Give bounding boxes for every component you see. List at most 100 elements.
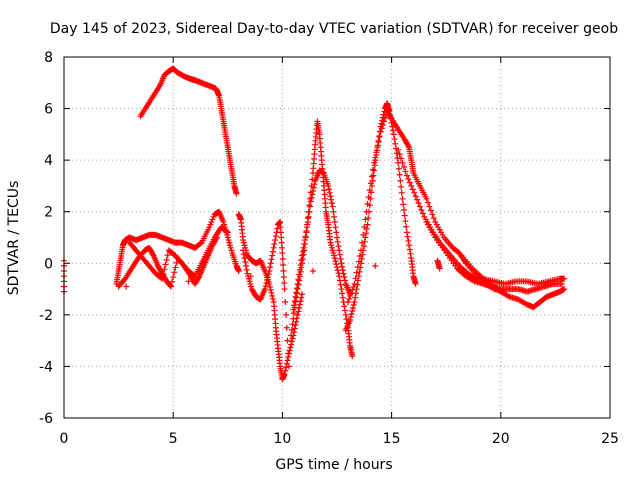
data-point xyxy=(363,208,370,215)
data-point xyxy=(290,315,297,322)
data-point xyxy=(339,290,346,297)
data-point xyxy=(344,298,351,305)
data-point xyxy=(364,221,371,228)
data-point xyxy=(297,298,304,305)
data-point xyxy=(281,371,288,378)
data-point xyxy=(396,151,403,158)
x-tick-label: 20 xyxy=(492,431,510,447)
y-tick-label: 2 xyxy=(44,205,53,221)
data-point xyxy=(195,274,202,281)
data-point xyxy=(173,259,180,266)
data-point xyxy=(558,280,565,287)
data-point xyxy=(338,260,345,267)
data-point xyxy=(304,219,311,226)
data-point xyxy=(266,268,273,275)
data-point xyxy=(240,251,247,258)
data-point xyxy=(292,322,299,329)
data-point xyxy=(240,247,247,254)
data-point xyxy=(359,239,366,246)
data-point xyxy=(294,286,301,293)
data-point xyxy=(277,229,284,236)
data-point xyxy=(347,314,354,321)
data-point xyxy=(288,338,295,345)
data-point xyxy=(293,318,300,325)
data-point xyxy=(284,357,291,364)
data-point xyxy=(426,203,433,210)
y-tick-label: 8 xyxy=(44,50,53,66)
data-point xyxy=(347,292,354,299)
data-point xyxy=(337,281,344,288)
data-point xyxy=(377,128,384,135)
series-arc-tail-low xyxy=(465,262,568,311)
data-point xyxy=(335,243,342,250)
data-point xyxy=(279,255,286,262)
data-point xyxy=(399,195,406,202)
data-point xyxy=(332,224,339,231)
series-arc-dip-8-9 xyxy=(240,219,292,370)
y-tick-label: -6 xyxy=(39,411,53,427)
data-point xyxy=(415,200,422,207)
data-point xyxy=(405,142,412,149)
data-point xyxy=(309,188,316,195)
data-point xyxy=(399,159,406,166)
data-point xyxy=(263,280,270,287)
data-point xyxy=(339,263,346,270)
data-point xyxy=(288,326,295,333)
data-point xyxy=(398,155,405,162)
y-tick-label: 6 xyxy=(44,102,53,118)
data-point xyxy=(283,311,290,318)
data-point xyxy=(408,182,415,189)
data-point xyxy=(311,181,318,188)
data-point xyxy=(298,257,305,264)
data-point xyxy=(365,194,372,201)
data-point xyxy=(338,286,345,293)
data-point xyxy=(360,231,367,238)
data-point xyxy=(285,350,292,357)
data-point xyxy=(419,210,426,217)
data-point xyxy=(351,298,358,305)
data-point xyxy=(302,233,309,240)
data-point xyxy=(376,133,383,140)
data-point xyxy=(269,295,276,302)
data-point xyxy=(361,224,368,231)
data-point xyxy=(172,264,179,271)
data-point xyxy=(265,271,272,278)
data-point xyxy=(243,262,249,269)
data-point xyxy=(397,177,404,184)
data-point xyxy=(281,280,288,287)
data-point xyxy=(305,213,312,220)
data-point xyxy=(268,256,275,263)
data-point xyxy=(347,317,354,324)
data-point xyxy=(308,194,315,201)
chart-title: Day 145 of 2023, Sidereal Day-to-day VTE… xyxy=(50,21,618,37)
data-point xyxy=(378,125,385,132)
data-point xyxy=(401,212,408,219)
data-point xyxy=(307,198,314,205)
data-point xyxy=(281,286,288,293)
data-point xyxy=(339,267,346,274)
data-point xyxy=(235,268,242,275)
data-point xyxy=(368,173,375,180)
data-point xyxy=(267,286,274,293)
data-point xyxy=(284,337,291,344)
data-point xyxy=(342,307,349,314)
data-point xyxy=(352,294,359,301)
data-point xyxy=(334,238,341,245)
data-point xyxy=(164,252,171,259)
x-tick-label: 5 xyxy=(169,431,178,447)
data-point xyxy=(299,248,306,255)
data-point xyxy=(279,244,286,251)
data-point xyxy=(296,266,303,273)
y-tick-label: 0 xyxy=(44,256,53,272)
data-point xyxy=(269,252,276,259)
data-point xyxy=(295,281,302,288)
data-point xyxy=(334,234,340,241)
data-point xyxy=(412,193,419,200)
data-point xyxy=(303,229,310,236)
data-point xyxy=(356,268,363,275)
data-point xyxy=(289,335,296,342)
data-point xyxy=(280,268,287,275)
data-point xyxy=(264,274,271,281)
data-point xyxy=(278,234,285,241)
data-point xyxy=(171,269,178,276)
